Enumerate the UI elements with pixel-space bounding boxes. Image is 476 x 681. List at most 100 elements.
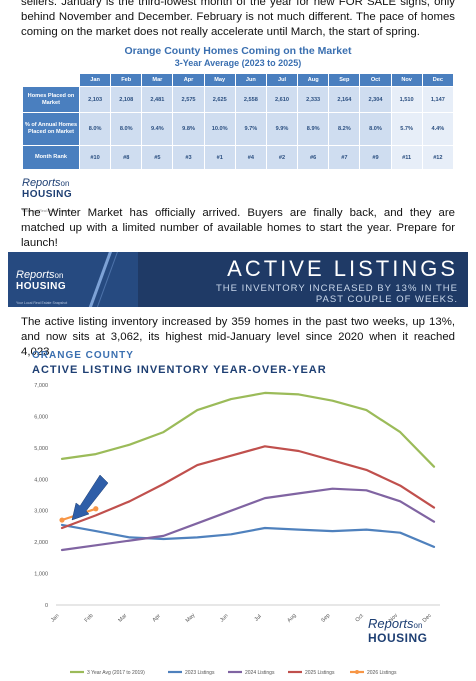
table-cell: #7 (328, 145, 361, 170)
row-label: Homes Placed on Market (22, 86, 80, 113)
table-row: Month Rank #10 #8 #5 #3 #1 #4 #2 #6 #7 #9 #11 #12 (22, 145, 455, 170)
series-point (59, 517, 65, 523)
table-cell: #4 (234, 145, 267, 170)
x-tick-label: Jul (254, 614, 263, 623)
table-cell: #6 (297, 145, 330, 170)
chart-logo-reports: Reports (368, 616, 414, 631)
banner-subtitle: THE INVENTORY INCREASED BY 13% IN THE PA… (215, 283, 458, 305)
x-tick-label: Aug (286, 613, 297, 624)
chart-logo-housing: HOUSING (368, 631, 428, 645)
y-tick-label: 2,000 (34, 540, 48, 546)
table-cell: 2,481 (141, 86, 174, 113)
legend-label: 2026 Listings (367, 670, 397, 676)
active-listings-banner: Reportson HOUSING Your Local Real Estate… (8, 252, 468, 307)
table-cell: #3 (172, 145, 205, 170)
series-point (93, 506, 99, 512)
chart-logo: Reportson HOUSING (368, 616, 428, 644)
table-cell: 10.0% (203, 112, 236, 146)
logo-housing: HOUSING (22, 189, 73, 200)
table-cell: 2,103 (78, 86, 112, 113)
table-cell: #11 (390, 145, 423, 170)
table-cell: 8.0% (359, 112, 392, 146)
legend-label: 2024 Listings (245, 670, 275, 676)
series-line (60, 445, 436, 530)
y-tick-label: 4,000 (34, 477, 48, 483)
legend-marker (355, 670, 359, 674)
month-header-oct: Oct (359, 73, 392, 87)
table-cell: 2,164 (328, 86, 361, 113)
table-cell: 8.2% (328, 112, 361, 146)
table-title: Orange County Homes Coming on the Market (124, 45, 352, 57)
table-cell: 8.0% (78, 112, 112, 146)
table-corner (22, 73, 80, 87)
reports-on-housing-logo: Reportson HOUSING Your Local Real Estate… (22, 174, 73, 216)
table-cell: 8.0% (110, 112, 143, 146)
table-cell: 2,108 (110, 86, 143, 113)
y-tick-label: 3,000 (34, 509, 48, 515)
legend-label: 2025 Listings (305, 670, 335, 676)
x-tick-label: Mar (117, 613, 128, 624)
table-cell: 2,575 (172, 86, 205, 113)
y-tick-label: 6,000 (34, 414, 48, 420)
y-tick-label: 7,000 (34, 383, 48, 389)
x-tick-label: Apr (152, 613, 162, 623)
series-line (60, 523, 436, 548)
x-tick-label: Jan (50, 613, 61, 624)
banner-logo-housing: HOUSING (16, 281, 67, 292)
logo-reports: Reports (22, 177, 61, 189)
table-cell: #5 (141, 145, 174, 170)
arrow-pointer-icon (71, 474, 109, 521)
table-cell: 1,147 (421, 86, 455, 113)
month-header-nov: Nov (390, 73, 423, 87)
intro-paragraph: sellers. January is the third-lowest mon… (21, 0, 455, 38)
banner-logo-on: on (54, 271, 64, 280)
banner-title: ACTIVE LISTINGS (227, 256, 458, 281)
table-cell: 1,510 (390, 86, 423, 113)
table-cell: 9.4% (141, 112, 174, 146)
table-cell: 8.9% (297, 112, 330, 146)
table-cell: 2,304 (359, 86, 392, 113)
chart-legend: 3 Year Avg (2017 to 2019) 2023 Listings 20… (70, 670, 397, 676)
logo-slogan: Your Local Real Estate Snapshot (22, 209, 74, 213)
y-tick-label: 5,000 (34, 446, 48, 452)
table-subtitle: 3-Year Average (2023 to 2025) (174, 58, 302, 68)
x-tick-label: Dec (422, 613, 433, 624)
table-cell: 2,558 (234, 86, 267, 113)
month-header-may: May (203, 73, 236, 87)
table-cell: #9 (359, 145, 392, 170)
month-header-jan: Jan (78, 73, 112, 87)
table-cell: #2 (265, 145, 299, 170)
x-tick-label: Nov (388, 613, 399, 624)
x-tick-label: May (185, 612, 197, 624)
month-header-mar: Mar (141, 73, 174, 87)
table-cell: #12 (421, 145, 455, 170)
active-listings-paragraph: The active listing inventory increased b… (21, 316, 455, 358)
month-header-feb: Feb (110, 73, 143, 87)
chart-logo-on: on (413, 621, 423, 630)
table-cell: #1 (203, 145, 236, 170)
logo-on: on (60, 179, 70, 188)
banner-logo: Reportson HOUSING Your Local Real Estate… (16, 266, 67, 307)
y-tick-label: 1,000 (34, 572, 48, 578)
y-tick-label: 0 (45, 603, 48, 609)
table-cell: 4.4% (421, 112, 455, 146)
table-cell: #8 (110, 145, 143, 170)
x-tick-label: Feb (84, 613, 95, 624)
table-cell: 5.7% (390, 112, 423, 146)
table-row: Homes Placed on Market 2,103 2,108 2,481 2,5… (22, 86, 455, 113)
series-line (60, 391, 436, 468)
legend-label: 3 Year Avg (2017 to 2019) (87, 670, 145, 676)
banner-logo-slogan: Your Local Real Estate Snapshot (16, 301, 68, 305)
month-header-apr: Apr (172, 73, 205, 87)
x-tick-label: Jun (219, 613, 230, 624)
winter-paragraph: The Winter Market has officially arrived… (21, 207, 455, 249)
table-row: % of Annual Homes Placed on Market 8.0% 8.… (22, 112, 455, 146)
table-cell: 9.9% (265, 112, 299, 146)
inventory-line-chart: ORANGE COUNTY ACTIVE LISTING INVENTORY Y… (32, 350, 440, 676)
chart-subtitle: ACTIVE LISTING INVENTORY YEAR-OVER-YEAR (32, 364, 327, 376)
y-axis: 0 1,000 2,000 3,000 4,000 5,000 6,000 7,000 (34, 383, 440, 609)
month-header-jun: Jun (234, 73, 267, 87)
chart-series (59, 391, 436, 552)
chart-title: ORANGE COUNTY (32, 350, 134, 361)
month-header-sep: Sep (328, 73, 361, 87)
